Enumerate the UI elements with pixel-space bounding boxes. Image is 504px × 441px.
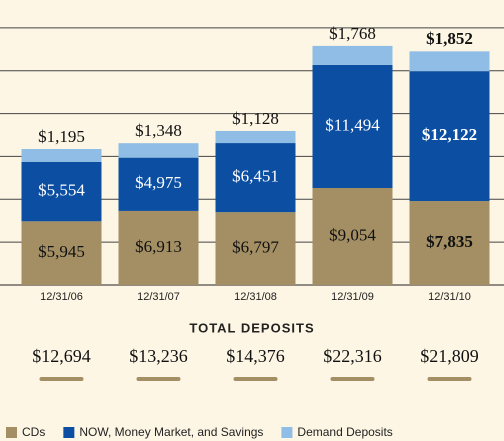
value-label: $6,797 [232, 237, 279, 256]
bar-segment [215, 130, 296, 144]
bar-segment [409, 201, 490, 285]
value-label: $6,451 [232, 167, 279, 186]
legend-label: NOW, Money Market, and Savings [79, 425, 263, 439]
x-tick-label: 12/31/07 [137, 291, 180, 303]
bar-segment [215, 212, 296, 285]
legend-label: CDs [22, 425, 45, 439]
x-tick-label: 12/31/06 [40, 291, 83, 303]
total-label: $21,809 [420, 346, 479, 366]
bar-segment [118, 143, 199, 158]
legend-swatch [63, 427, 75, 438]
legend-swatch [281, 427, 293, 438]
bar-segment [118, 157, 199, 211]
bar-segment [312, 187, 393, 285]
bar-segment [312, 64, 393, 188]
bar-segment [21, 161, 102, 222]
bar-segment [21, 148, 102, 162]
value-label: $1,128 [232, 109, 279, 128]
value-label: $5,554 [38, 180, 85, 199]
bar-segment [118, 210, 199, 285]
x-tick-label: 12/31/10 [428, 291, 471, 303]
value-label: $9,054 [329, 225, 376, 244]
value-label: $1,852 [426, 29, 473, 48]
total-label: $22,316 [323, 346, 382, 366]
value-label: $1,768 [329, 24, 376, 43]
value-label: $4,975 [135, 173, 182, 192]
value-label: $6,913 [135, 237, 182, 256]
value-label: $7,835 [426, 232, 473, 251]
x-tick-label: 12/31/09 [331, 291, 374, 303]
value-label: $5,945 [38, 242, 85, 261]
total-label: $12,694 [32, 346, 91, 366]
value-label: $12,122 [422, 125, 477, 144]
bar-segment [409, 51, 490, 72]
bar-segment [21, 221, 102, 285]
value-label: $11,494 [325, 115, 380, 134]
value-label: $1,348 [135, 121, 182, 140]
legend-label: Demand Deposits [297, 425, 392, 439]
value-label: $1,195 [38, 127, 85, 146]
total-label: $14,376 [226, 346, 285, 366]
legend-swatch [6, 427, 17, 438]
bar-segment [312, 45, 393, 65]
x-tick-label: 12/31/08 [234, 291, 277, 303]
bar-segment [215, 143, 296, 213]
bar-segment [409, 71, 490, 202]
total-label: $13,236 [129, 346, 188, 366]
totals-title: TOTAL DEPOSITS [189, 320, 314, 335]
